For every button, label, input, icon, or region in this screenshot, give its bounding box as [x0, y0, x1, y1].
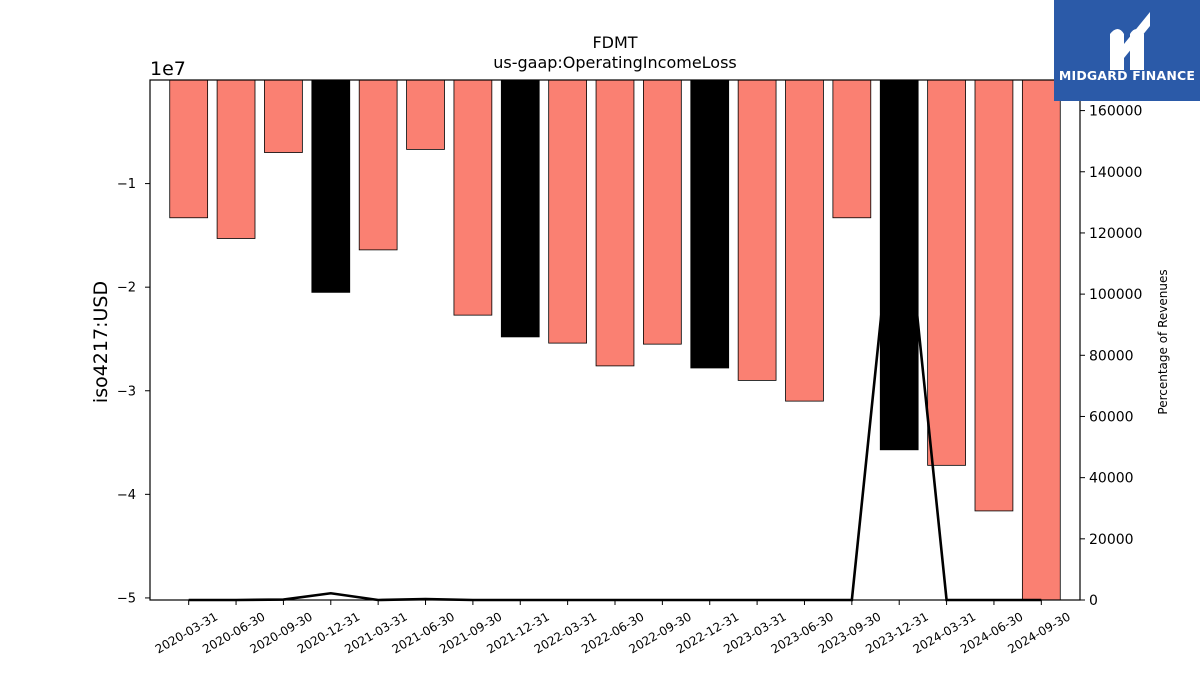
bar-2022-09-30 — [643, 79, 682, 345]
chart-title: FDMT — [592, 33, 637, 52]
y-axis-label: iso4217:USD — [90, 281, 112, 403]
bar-2024-09-30 — [1021, 79, 1061, 601]
bar-2023-06-30 — [785, 79, 824, 402]
bar-2022-03-31 — [548, 79, 587, 344]
y2-tick-label: 80000 — [1089, 348, 1134, 364]
y-tick-label: −4 — [117, 488, 136, 503]
y2-tick-label: 40000 — [1089, 471, 1134, 487]
bar-2021-06-30 — [406, 79, 445, 150]
x-axis-ticks: 2020-03-312020-06-302020-09-302020-12-31… — [153, 600, 1073, 656]
bar-2022-06-30 — [595, 79, 635, 367]
y2-tick-label: 160000 — [1089, 104, 1142, 120]
bar-2023-03-31 — [737, 79, 777, 381]
y-tick-label: −2 — [117, 281, 136, 296]
right-axis-ticks: 0 20000 40000 60000 80000 100000 120000 140000 1… — [1080, 104, 1142, 609]
y2-axis-label: Percentage of Revenues — [1156, 269, 1170, 414]
bar-2022-12-31 — [690, 79, 730, 369]
y-tick-label: −1 — [117, 177, 136, 192]
logo-mark-icon — [1110, 12, 1150, 70]
y2-tick-label: 0 — [1089, 593, 1098, 609]
bar-2021-03-31 — [358, 79, 398, 251]
bar-2020-06-30 — [216, 79, 256, 239]
brand-logo: MIDGARD FINANCE — [1054, 0, 1200, 101]
bar-2023-09-30 — [832, 79, 872, 219]
bars — [169, 79, 1061, 601]
y-offset-label: 1e7 — [150, 58, 186, 80]
bar-2020-03-31 — [169, 79, 209, 219]
bar-2024-06-30 — [974, 79, 1014, 512]
y2-tick-label: 20000 — [1089, 532, 1134, 548]
chart-subtitle: us-gaap:OperatingIncomeLoss — [493, 53, 737, 72]
bar-2021-09-30 — [453, 79, 493, 316]
bar-2024-03-31 — [927, 79, 966, 466]
y2-tick-label: 100000 — [1089, 287, 1142, 303]
y2-tick-label: 120000 — [1089, 226, 1142, 242]
y2-tick-label: 140000 — [1089, 165, 1142, 181]
y-tick-label: −5 — [117, 591, 136, 606]
logo-text: MIDGARD FINANCE — [1058, 68, 1196, 83]
left-axis-ticks: −1 −2 −3 −4 −5 — [117, 177, 150, 606]
bar-2020-09-30 — [264, 79, 303, 153]
y-tick-label: −3 — [117, 384, 136, 399]
bar-2021-12-31 — [500, 79, 540, 338]
bar-2020-12-31 — [311, 79, 351, 293]
y2-tick-label: 60000 — [1089, 409, 1134, 425]
